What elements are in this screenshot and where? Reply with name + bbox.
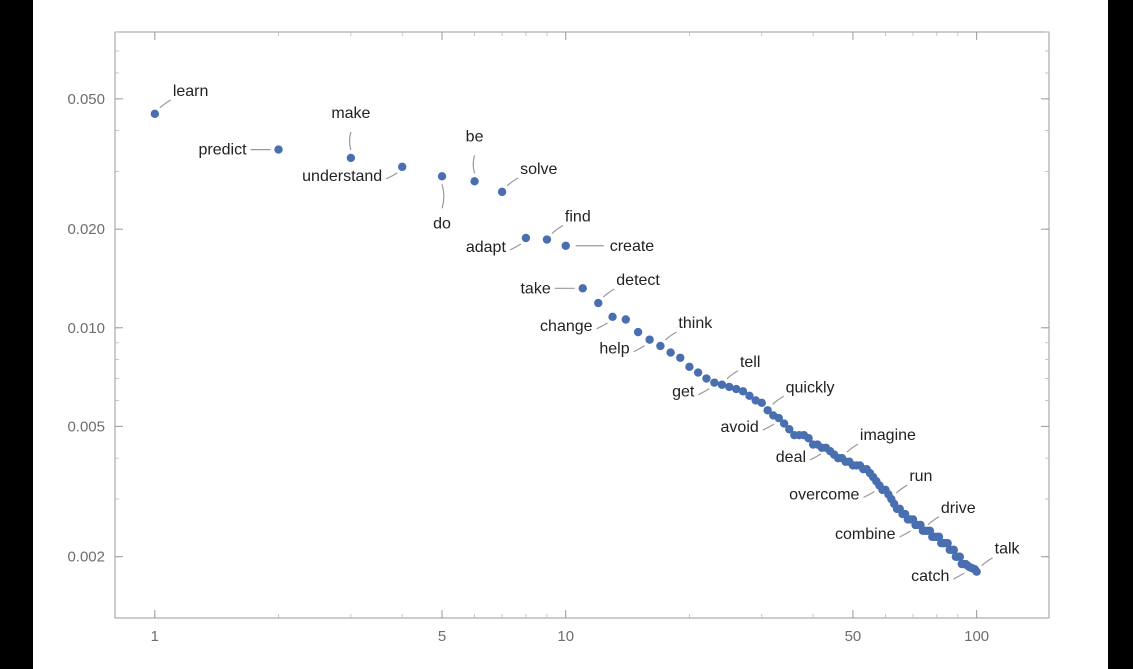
word-label: find	[565, 209, 591, 226]
word-label: avoid	[721, 419, 759, 436]
word-label: drive	[941, 500, 976, 517]
data-points	[151, 110, 981, 576]
label-leader-line	[847, 444, 858, 452]
word-label: help	[599, 341, 629, 358]
label-leader-line	[773, 396, 784, 404]
word-label: imagine	[860, 427, 916, 444]
label-leader-line	[698, 389, 709, 395]
data-point	[579, 284, 587, 292]
label-leader-line	[810, 454, 821, 460]
label-leader-line	[727, 371, 738, 379]
label-leader-line	[597, 323, 608, 329]
label-leader-line	[953, 573, 964, 579]
label-leader-line	[473, 155, 474, 173]
word-label: overcome	[789, 486, 859, 503]
word-label: deal	[776, 449, 806, 466]
word-label: change	[540, 318, 593, 335]
word-label: run	[909, 468, 932, 485]
y-tick-label: 0.010	[67, 320, 105, 337]
data-point	[594, 299, 602, 307]
word-label: catch	[911, 568, 949, 585]
label-leader-line	[665, 332, 676, 340]
label-leader-line	[863, 491, 874, 497]
label-leader-line	[896, 485, 907, 493]
axis-ticks: 1 5 10 50 100 0.050 0.020 0.010 0.005 0.002	[67, 32, 1049, 645]
data-point	[274, 145, 282, 153]
y-tick-label: 0.020	[67, 221, 105, 238]
data-point	[694, 368, 702, 376]
label-leader-line	[603, 289, 614, 297]
word-label: predict	[198, 142, 247, 159]
word-label: combine	[835, 526, 896, 543]
data-point	[956, 553, 964, 561]
data-point	[656, 342, 664, 350]
data-point	[438, 172, 446, 180]
data-point	[710, 378, 718, 386]
x-tick-label: 1	[151, 628, 159, 645]
scatter-chart: 1 5 10 50 100 0.050 0.020 0.010 0.005 0.002 learn…	[33, 0, 1108, 669]
data-point	[685, 363, 693, 371]
x-tick-label: 10	[557, 628, 574, 645]
x-tick-label: 100	[964, 628, 989, 645]
data-point	[702, 374, 710, 382]
label-leaders	[160, 100, 993, 579]
data-point	[151, 110, 159, 118]
data-point	[645, 335, 653, 343]
data-point	[666, 348, 674, 356]
word-label: adapt	[466, 239, 507, 256]
word-label: tell	[740, 354, 760, 371]
data-point	[676, 354, 684, 362]
data-point	[470, 177, 478, 185]
label-leader-line	[160, 100, 171, 108]
word-label: be	[466, 128, 484, 145]
data-point	[608, 313, 616, 321]
data-point	[543, 235, 551, 243]
data-point	[622, 315, 630, 323]
word-label: solve	[520, 161, 557, 178]
label-leader-line	[510, 244, 521, 250]
y-tick-label: 0.005	[67, 418, 105, 435]
word-label: understand	[302, 168, 382, 185]
word-label: create	[610, 238, 655, 255]
label-leader-line	[386, 173, 397, 179]
data-point	[522, 234, 530, 242]
word-label: do	[433, 215, 451, 232]
label-leader-line	[763, 424, 774, 430]
label-leader-line	[982, 558, 993, 566]
word-label: think	[678, 315, 713, 332]
data-point	[562, 242, 570, 250]
label-leader-line	[900, 531, 911, 537]
data-point	[398, 163, 406, 171]
label-leader-line	[552, 226, 563, 234]
data-point	[972, 568, 980, 576]
label-leader-line	[928, 517, 939, 525]
word-label: talk	[995, 541, 1021, 558]
label-leader-line	[350, 132, 351, 150]
data-point	[634, 328, 642, 336]
label-leader-line	[442, 184, 444, 208]
y-tick-label: 0.050	[67, 91, 105, 108]
word-label: quickly	[786, 379, 835, 396]
data-point	[718, 381, 726, 389]
word-label: learn	[173, 83, 209, 100]
word-label: detect	[616, 272, 660, 289]
word-label: take	[520, 280, 550, 297]
label-leader-line	[507, 178, 518, 186]
x-tick-label: 50	[845, 628, 862, 645]
word-label: get	[672, 384, 695, 401]
label-leader-line	[634, 346, 645, 352]
chart-container: 1 5 10 50 100 0.050 0.020 0.010 0.005 0.002 learn…	[33, 0, 1108, 669]
data-point	[347, 154, 355, 162]
data-point	[498, 188, 506, 196]
x-tick-label: 5	[438, 628, 446, 645]
y-tick-label: 0.002	[67, 549, 105, 566]
word-label: make	[331, 105, 370, 122]
data-point	[758, 399, 766, 407]
